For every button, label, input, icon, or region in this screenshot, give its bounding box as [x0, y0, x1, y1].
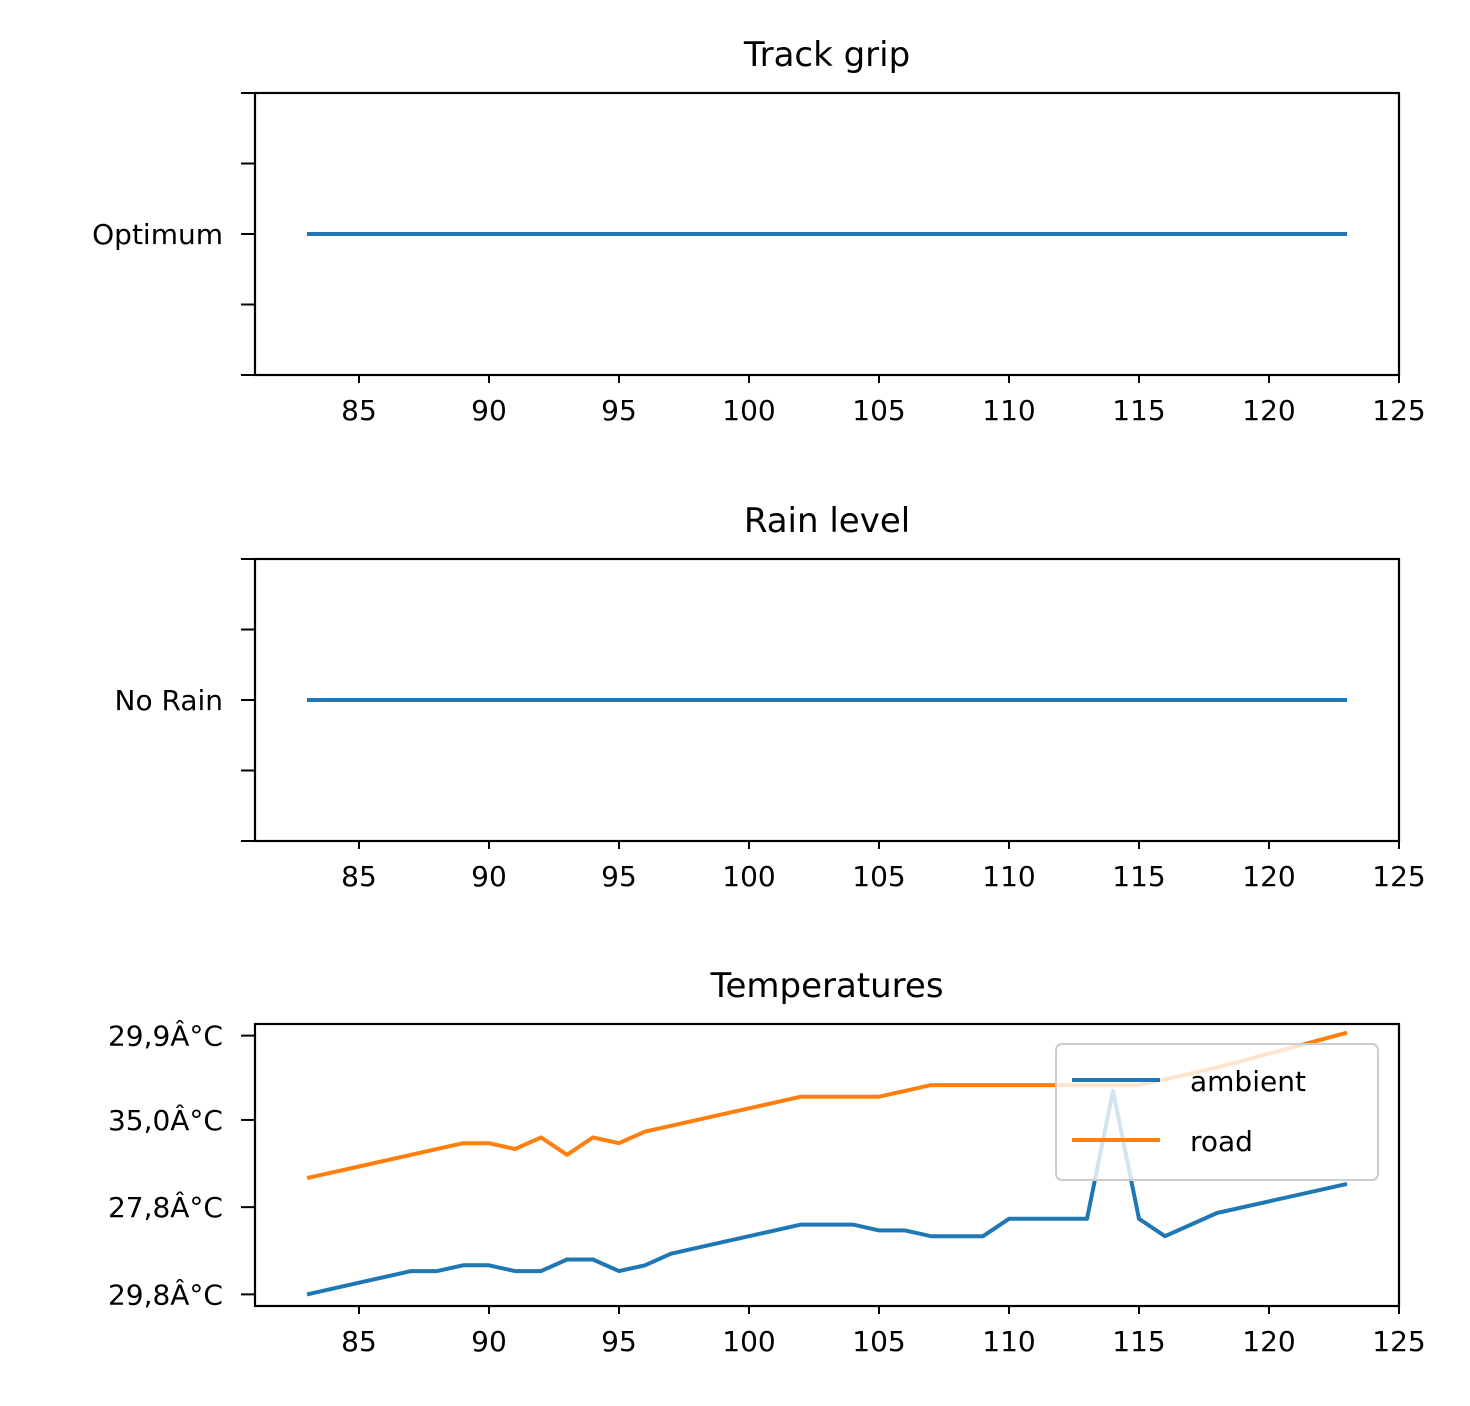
x-tick-label: 85 — [341, 860, 377, 893]
axes-frame — [253, 1022, 1401, 1308]
x-tick-label: 105 — [852, 860, 905, 893]
x-tick-label: 125 — [1372, 860, 1425, 893]
subplot-title: Track grip — [743, 35, 910, 75]
subplot-rain-level: Rain level 85 90 95 100 105 110 115 120 125 No Ra… — [115, 501, 1426, 893]
x-tick-label: 85 — [341, 394, 377, 427]
x-tick-label: 115 — [1112, 394, 1165, 427]
subplot-title: Rain level — [744, 501, 910, 541]
y-tick-label: 27,8Â°C — [108, 1190, 223, 1224]
x-tick-label: 125 — [1372, 394, 1425, 427]
y-tick-label: 29,8Â°C — [108, 1277, 223, 1311]
axes-frame — [253, 557, 1401, 843]
series-line-ambient — [306, 1088, 1348, 1297]
x-tick-label: 105 — [852, 394, 905, 427]
y-tick-label: No Rain — [115, 684, 224, 717]
subplot-temperatures: Temperatures 85 90 95 100 105 110 115 120 125 29,… — [108, 966, 1426, 1358]
legend-label-ambient: ambient — [1190, 1065, 1306, 1098]
x-tick-label: 120 — [1242, 394, 1295, 427]
axis-ticks: 85 90 95 100 105 110 115 120 125 29,8Â°C 27,8Â°C 35… — [108, 1019, 1426, 1358]
x-tick-label: 90 — [471, 860, 507, 893]
x-tick-label: 90 — [471, 1325, 507, 1358]
x-tick-label: 110 — [982, 1325, 1035, 1358]
x-tick-label: 115 — [1112, 1325, 1165, 1358]
x-tick-label: 95 — [601, 860, 637, 893]
x-tick-label: 125 — [1372, 1325, 1425, 1358]
x-tick-label: 105 — [852, 1325, 905, 1358]
legend-label-road: road — [1190, 1125, 1253, 1158]
x-tick-label: 90 — [471, 394, 507, 427]
subplot-track-grip: Track grip 85 90 95 100 105 110 115 120 125 Optim… — [92, 35, 1426, 427]
legend: ambient road — [1055, 1043, 1379, 1181]
x-tick-label: 100 — [722, 1325, 775, 1358]
x-tick-label: 85 — [341, 1325, 377, 1358]
y-tick-label: Optimum — [92, 218, 223, 251]
y-tick-label: 29,9Â°C — [108, 1019, 223, 1053]
y-tick-label: 35,0Â°C — [108, 1103, 223, 1137]
axes-frame — [253, 91, 1401, 377]
x-tick-label: 120 — [1242, 1325, 1295, 1358]
x-tick-label: 100 — [722, 860, 775, 893]
x-tick-label: 115 — [1112, 860, 1165, 893]
x-tick-label: 100 — [722, 394, 775, 427]
x-tick-label: 95 — [601, 1325, 637, 1358]
x-tick-label: 120 — [1242, 860, 1295, 893]
axis-ticks: 85 90 95 100 105 110 115 120 125 No Rain — [115, 558, 1426, 893]
subplot-title: Temperatures — [709, 966, 943, 1006]
x-tick-label: 110 — [982, 860, 1035, 893]
axis-ticks: 85 90 95 100 105 110 115 120 125 Optimum — [92, 92, 1426, 427]
x-tick-label: 110 — [982, 394, 1035, 427]
x-tick-label: 95 — [601, 394, 637, 427]
